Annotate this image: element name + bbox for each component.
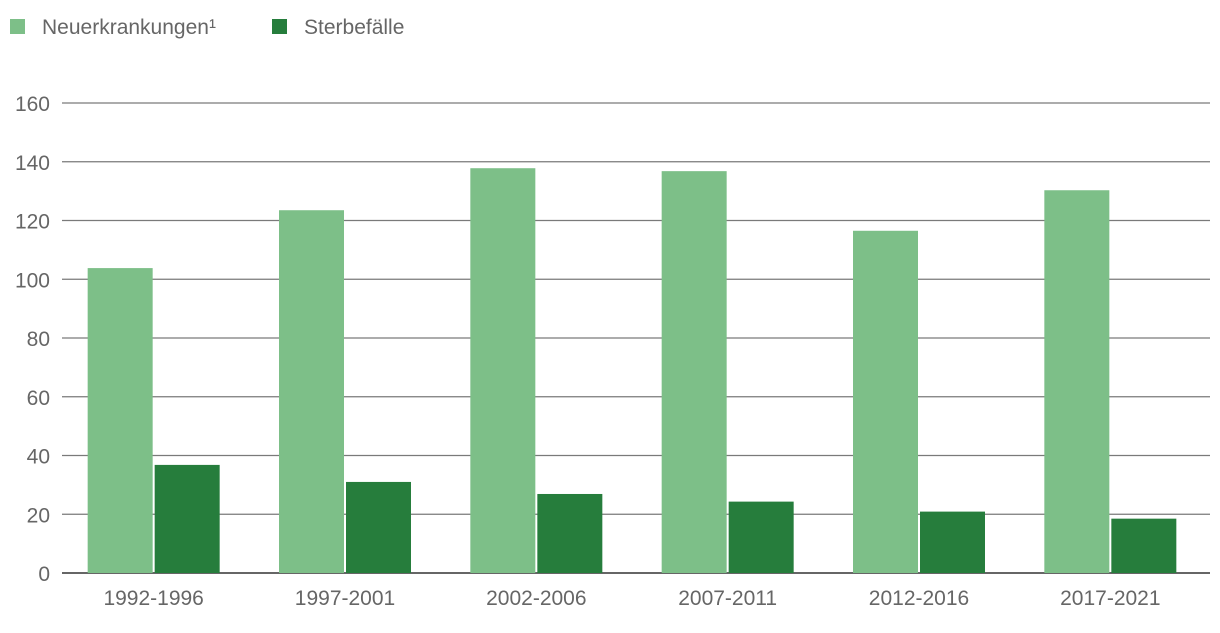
y-tick-label: 20 bbox=[27, 504, 50, 527]
y-tick-label: 80 bbox=[27, 328, 50, 351]
bar-neuerkrankungen[interactable] bbox=[87, 268, 153, 573]
bar-neuerkrankungen[interactable] bbox=[1044, 190, 1110, 573]
bar-sterbefaelle[interactable] bbox=[154, 464, 220, 573]
x-tick-label: 1992-1996 bbox=[103, 587, 203, 610]
legend-swatch bbox=[10, 19, 25, 34]
x-tick-label: 2007-2011 bbox=[678, 587, 777, 610]
bar-sterbefaelle[interactable] bbox=[920, 511, 985, 573]
legend: Neuerkrankungen¹ Sterbefälle bbox=[10, 16, 404, 39]
bar-group bbox=[279, 210, 411, 573]
bar-neuerkrankungen[interactable] bbox=[470, 168, 536, 573]
y-tick-label: 140 bbox=[15, 152, 50, 175]
bar-group bbox=[470, 168, 603, 573]
y-tick-label: 0 bbox=[38, 563, 50, 586]
bar-neuerkrankungen[interactable] bbox=[279, 210, 344, 573]
bar-sterbefaelle[interactable] bbox=[1111, 518, 1177, 573]
x-tick-label: 1997-2001 bbox=[295, 587, 395, 610]
bar-sterbefaelle[interactable] bbox=[728, 501, 794, 573]
bar-sterbefaelle[interactable] bbox=[346, 481, 411, 573]
y-tick-label: 40 bbox=[27, 446, 50, 469]
x-tick-label: 2017-2021 bbox=[1060, 587, 1160, 610]
legend-label: Neuerkrankungen¹ bbox=[42, 16, 216, 39]
bar-group bbox=[661, 171, 794, 573]
bar-sterbefaelle[interactable] bbox=[537, 493, 603, 573]
y-tick-label: 120 bbox=[15, 211, 50, 234]
x-tick-label: 2012-2016 bbox=[869, 587, 969, 610]
bar-neuerkrankungen[interactable] bbox=[853, 230, 918, 573]
x-axis: 1992-1996 1997-2001 2002-2006 2007-2011 2012… bbox=[103, 587, 1160, 610]
legend-item-2[interactable]: Sterbefälle bbox=[272, 16, 404, 39]
y-tick-label: 160 bbox=[15, 93, 50, 116]
grid-lines bbox=[62, 102, 1210, 574]
y-tick-label: 60 bbox=[27, 387, 50, 410]
y-tick-label: 100 bbox=[15, 269, 50, 292]
y-axis: 0 20 40 60 80 100 120 140 160 bbox=[15, 93, 50, 586]
legend-item-1[interactable]: Neuerkrankungen¹ bbox=[10, 16, 216, 39]
bar-group bbox=[853, 230, 985, 573]
bar-group bbox=[87, 268, 220, 573]
x-tick-label: 2002-2006 bbox=[486, 587, 586, 610]
legend-swatch bbox=[272, 19, 287, 34]
bar-group bbox=[1044, 190, 1177, 573]
bars bbox=[87, 168, 1177, 573]
bar-neuerkrankungen[interactable] bbox=[661, 171, 727, 573]
legend-label: Sterbefälle bbox=[304, 16, 404, 39]
